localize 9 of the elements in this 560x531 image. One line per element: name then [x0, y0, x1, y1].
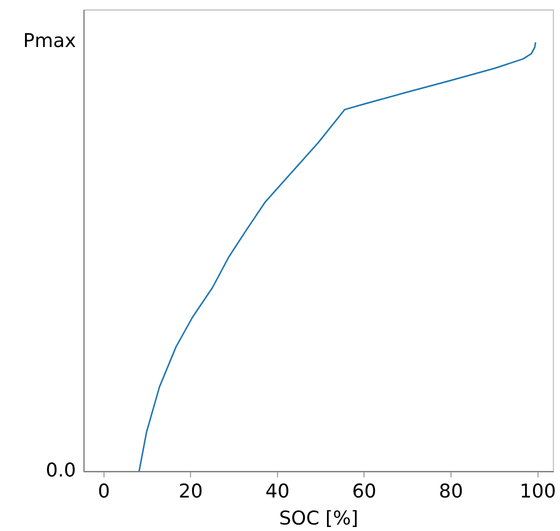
x-tick-label: 40: [265, 480, 290, 503]
x-tick-label: 80: [438, 480, 464, 503]
x-tick-label: 100: [520, 480, 556, 503]
x-tick-label: 60: [352, 480, 376, 503]
text: Pmax: [23, 30, 76, 52]
text: 0.0: [46, 459, 76, 482]
x-axis-title: SOC [%]: [279, 508, 358, 530]
x-tick-label: 20: [178, 480, 203, 503]
x-tick-label: 0: [98, 480, 110, 503]
